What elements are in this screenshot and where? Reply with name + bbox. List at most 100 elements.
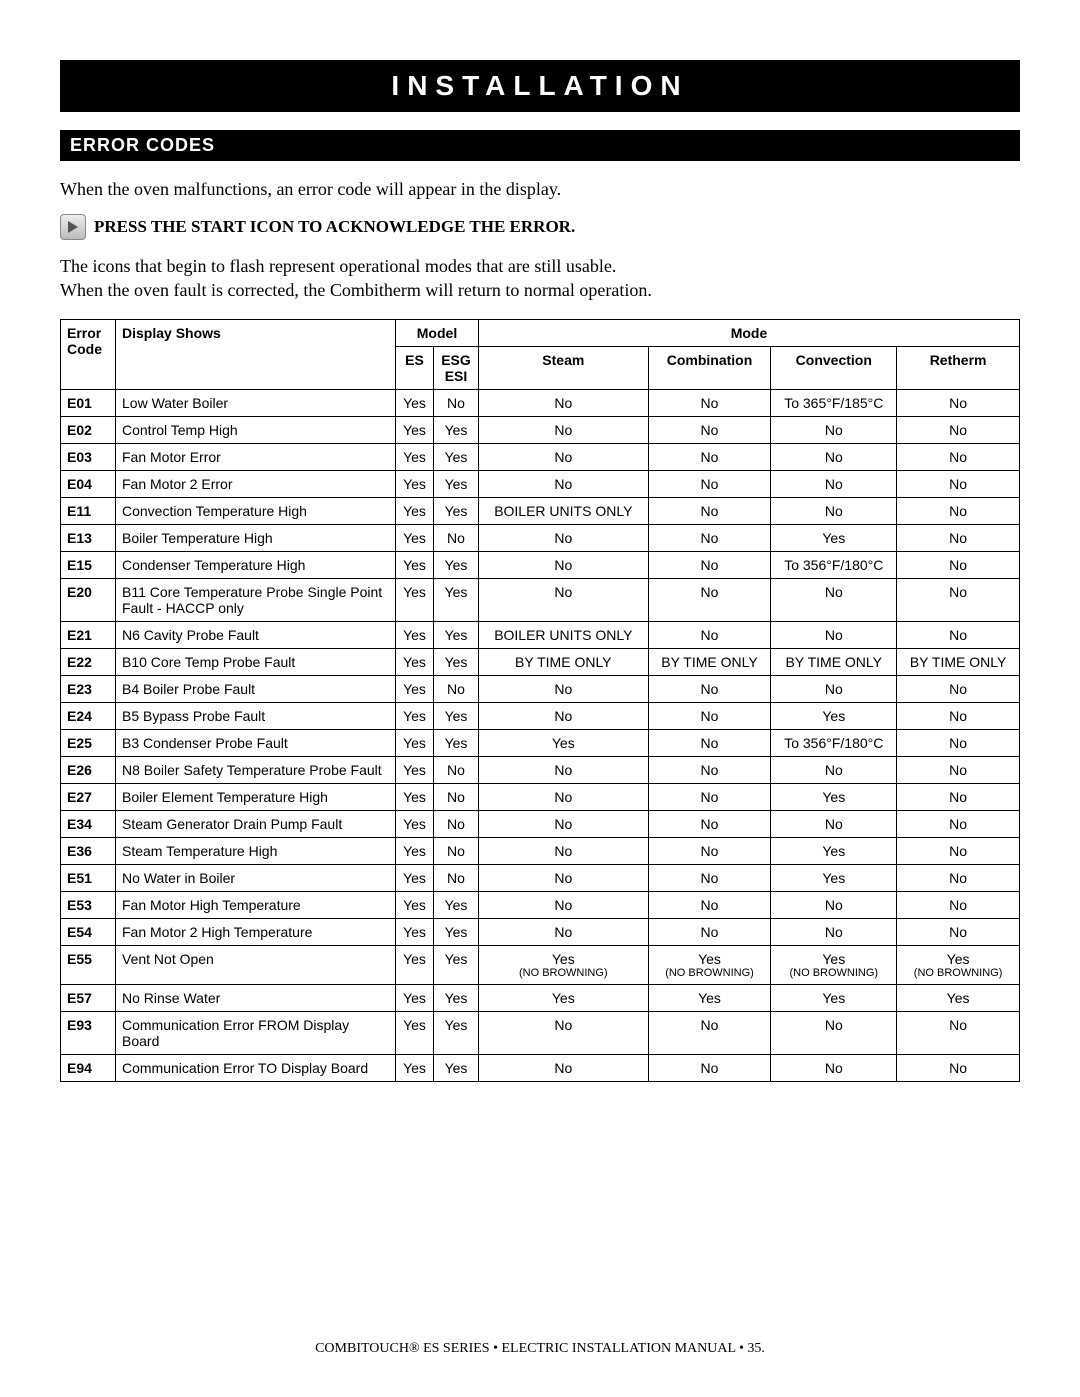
cell-code: E34: [61, 810, 116, 837]
cell-retherm: No: [897, 578, 1020, 621]
cell-retherm: No: [897, 918, 1020, 945]
cell-retherm: No: [897, 702, 1020, 729]
cell-convection: Yes(NO BROWNING): [771, 945, 897, 984]
cell-code: E54: [61, 918, 116, 945]
cell-display: Convection Temperature High: [116, 497, 396, 524]
cell-retherm: No: [897, 891, 1020, 918]
cell-retherm: No: [897, 443, 1020, 470]
cell-combination: No: [648, 837, 771, 864]
cell-convection: To 356°F/180°C: [771, 551, 897, 578]
cell-convection: No: [771, 891, 897, 918]
cell-code: E15: [61, 551, 116, 578]
cell-esg: Yes: [434, 578, 479, 621]
body-text: The icons that begin to flash represent …: [60, 254, 1020, 303]
cell-combination: No: [648, 497, 771, 524]
table-row: E22B10 Core Temp Probe FaultYesYesBY TIM…: [61, 648, 1020, 675]
header-esg: ESGESI: [434, 346, 479, 389]
cell-combination: No: [648, 864, 771, 891]
body-line-2: When the oven fault is corrected, the Co…: [60, 280, 652, 300]
cell-retherm: No: [897, 783, 1020, 810]
cell-steam: BY TIME ONLY: [479, 648, 649, 675]
cell-steam: No: [479, 389, 649, 416]
intro-text: When the oven malfunctions, an error cod…: [60, 179, 1020, 200]
cell-combination: No: [648, 578, 771, 621]
cell-display: Low Water Boiler: [116, 389, 396, 416]
cell-code: E94: [61, 1054, 116, 1081]
cell-combination: No: [648, 675, 771, 702]
cell-display: N6 Cavity Probe Fault: [116, 621, 396, 648]
cell-esg: No: [434, 837, 479, 864]
table-row: E24B5 Bypass Probe FaultYesYesNoNoYesNo: [61, 702, 1020, 729]
cell-steam: No: [479, 416, 649, 443]
cell-retherm: No: [897, 729, 1020, 756]
table-row: E27Boiler Element Temperature HighYes No N…: [61, 783, 1020, 810]
cell-code: E51: [61, 864, 116, 891]
cell-retherm: No: [897, 756, 1020, 783]
header-error-code: Error Code: [61, 319, 116, 389]
cell-convection: Yes: [771, 984, 897, 1011]
cell-es: Yes: [396, 443, 434, 470]
cell-steam: No: [479, 443, 649, 470]
cell-es: Yes: [396, 783, 434, 810]
body-line-1: The icons that begin to flash represent …: [60, 256, 616, 276]
cell-steam: No: [479, 918, 649, 945]
cell-steam: No: [479, 891, 649, 918]
cell-steam: No: [479, 675, 649, 702]
cell-esg: No: [434, 524, 479, 551]
cell-display: B3 Condenser Probe Fault: [116, 729, 396, 756]
cell-code: E27: [61, 783, 116, 810]
table-row: E21N6 Cavity Probe FaultYesYesBOILER UNI…: [61, 621, 1020, 648]
cell-esg: Yes: [434, 551, 479, 578]
cell-combination: No: [648, 702, 771, 729]
cell-display: Boiler Element Temperature High: [116, 783, 396, 810]
cell-convection: No: [771, 810, 897, 837]
cell-display: Condenser Temperature High: [116, 551, 396, 578]
cell-retherm: No: [897, 837, 1020, 864]
cell-combination: No: [648, 416, 771, 443]
cell-esg: No: [434, 389, 479, 416]
cell-convection-note: (NO BROWNING): [777, 967, 890, 979]
cell-esg: Yes: [434, 1011, 479, 1054]
cell-es: Yes: [396, 524, 434, 551]
cell-convection: To 365°F/185°C: [771, 389, 897, 416]
cell-convection: Yes: [771, 524, 897, 551]
cell-display: Communication Error TO Display Board: [116, 1054, 396, 1081]
cell-retherm: Yes: [897, 984, 1020, 1011]
cell-esg: Yes: [434, 443, 479, 470]
header-combination: Combination: [648, 346, 771, 389]
cell-code: E36: [61, 837, 116, 864]
cell-es: Yes: [396, 945, 434, 984]
cell-convection: No: [771, 578, 897, 621]
cell-display: Control Temp High: [116, 416, 396, 443]
cell-es: Yes: [396, 1011, 434, 1054]
cell-code: E24: [61, 702, 116, 729]
cell-es: Yes: [396, 675, 434, 702]
cell-code: E22: [61, 648, 116, 675]
header-convection: Convection: [771, 346, 897, 389]
cell-es: Yes: [396, 1054, 434, 1081]
cell-steam: No: [479, 756, 649, 783]
cell-combination: No: [648, 443, 771, 470]
cell-combination: No: [648, 783, 771, 810]
cell-esg: Yes: [434, 918, 479, 945]
cell-combination: No: [648, 524, 771, 551]
cell-es: Yes: [396, 648, 434, 675]
cell-steam-note: (NO BROWNING): [485, 967, 642, 979]
cell-esg: Yes: [434, 470, 479, 497]
table-row: E11Convection Temperature HighYesYesBOIL…: [61, 497, 1020, 524]
cell-retherm: BY TIME ONLY: [897, 648, 1020, 675]
cell-retherm: No: [897, 524, 1020, 551]
table-row: E53Fan Motor High TemperatureYesYesNoNoN…: [61, 891, 1020, 918]
cell-display: B5 Bypass Probe Fault: [116, 702, 396, 729]
cell-convection: No: [771, 443, 897, 470]
cell-display: Steam Generator Drain Pump Fault: [116, 810, 396, 837]
cell-code: E93: [61, 1011, 116, 1054]
table-row: E57No Rinse WaterYesYesYesYesYesYes: [61, 984, 1020, 1011]
start-icon: [60, 214, 86, 240]
cell-retherm-note: (NO BROWNING): [903, 967, 1013, 979]
table-row: E54Fan Motor 2 High TemperatureYesYesNoN…: [61, 918, 1020, 945]
cell-combination: No: [648, 1054, 771, 1081]
cell-display: B10 Core Temp Probe Fault: [116, 648, 396, 675]
cell-combination: No: [648, 756, 771, 783]
cell-code: E23: [61, 675, 116, 702]
